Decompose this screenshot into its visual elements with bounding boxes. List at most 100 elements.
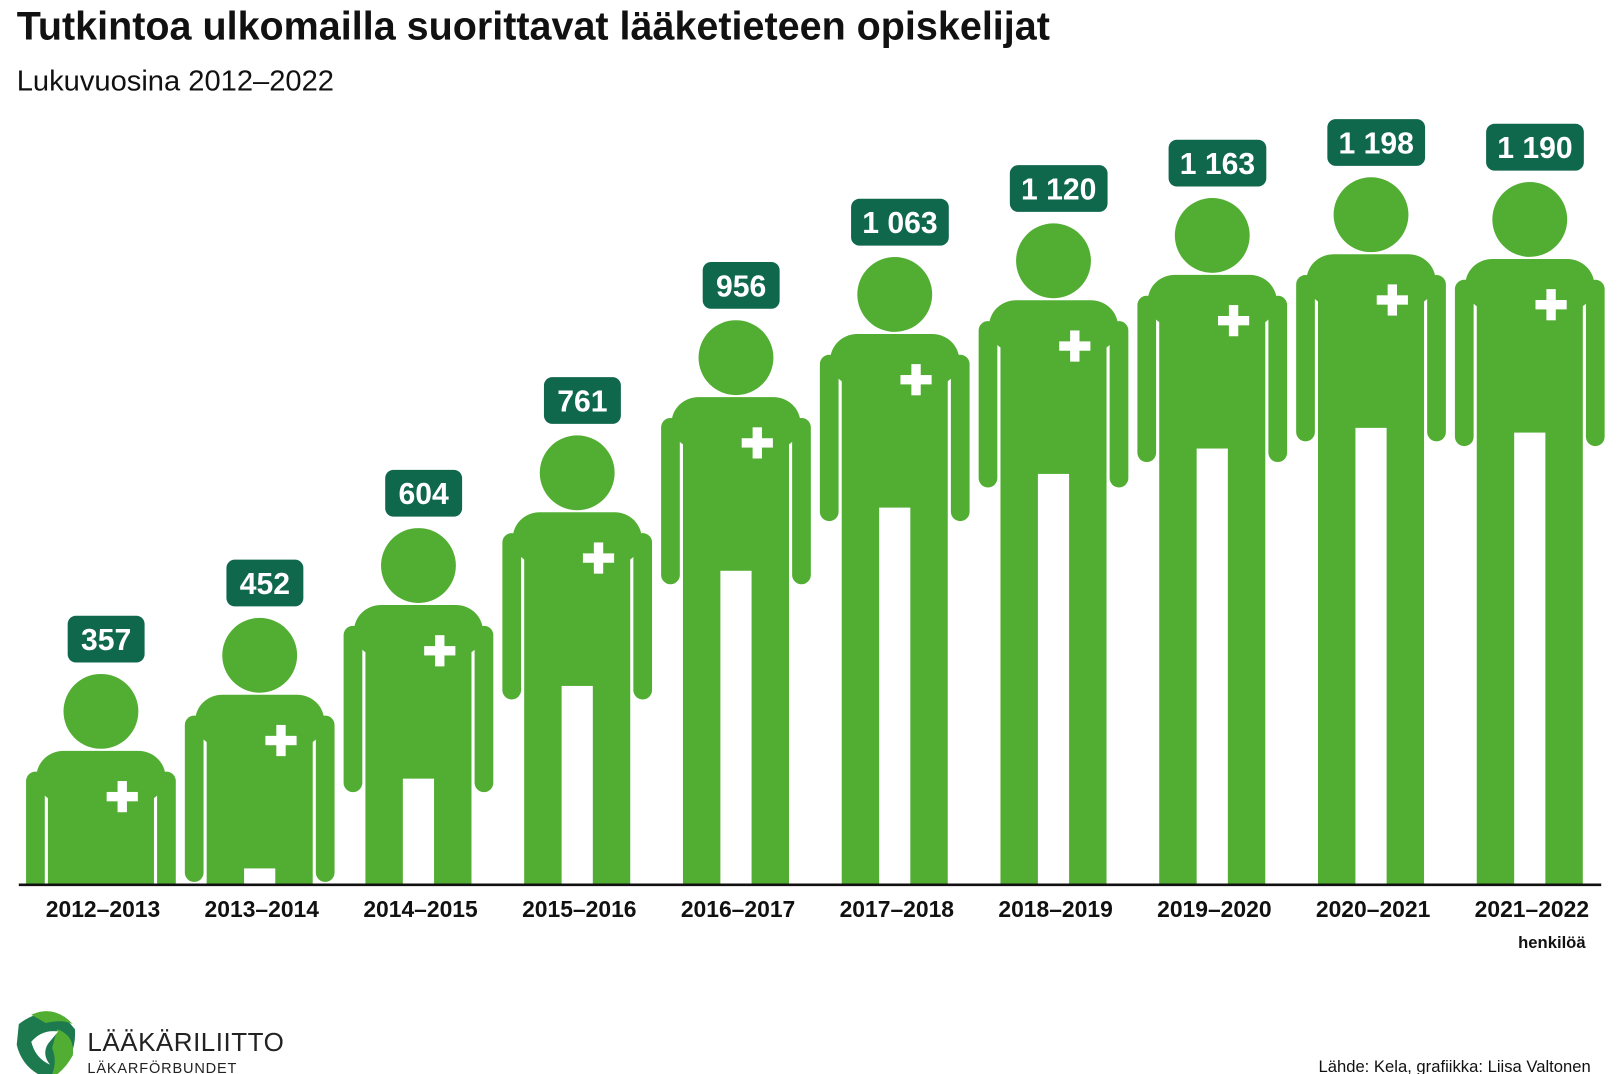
figure-leg-gap (1355, 427, 1387, 885)
figure-head (857, 257, 933, 332)
figure-arm (1427, 275, 1446, 442)
figure-arm (1585, 279, 1605, 447)
figures: 357 452 604 761 956 1 063 1 120 1 163 1 198 1 190 (26, 119, 1605, 885)
figure-arm (315, 715, 335, 882)
x-tick-label: 2014–2015 (363, 896, 478, 922)
logo-subname: LÄKARFÖRBUNDET (87, 1059, 237, 1074)
figure-arm (661, 417, 680, 585)
source-note: Lähde: Kela, grafiikka: Liisa Valtonen (1318, 1057, 1590, 1074)
person-figure (26, 673, 176, 885)
cross-icon (106, 791, 138, 802)
x-tick-label: 2018–2019 (998, 896, 1112, 922)
figure-head (698, 320, 774, 396)
logo-name: LÄÄKÄRILIITTO (87, 1027, 284, 1057)
figure-leg-gap (1037, 473, 1070, 885)
x-tick-label: 2015–2016 (522, 896, 636, 922)
figure-arm (950, 354, 970, 522)
figure-head (1174, 197, 1250, 273)
figure-torso (206, 705, 313, 885)
value-label: 956 (716, 270, 766, 303)
cross-icon (424, 646, 456, 656)
chart-subtitle: Lukuvuosina 2012–2022 (17, 65, 334, 97)
person-figure (184, 617, 335, 885)
x-tick-label: 2020–2021 (1316, 896, 1431, 922)
chart-title: Tutkintoa ulkomailla suorittavat lääketi… (17, 5, 1050, 49)
figure-arm (1137, 295, 1157, 463)
figure-head (1016, 223, 1091, 299)
value-badge (1486, 123, 1584, 171)
x-tick-label: 2021–2022 (1475, 896, 1589, 922)
value-label: 1 198 (1338, 127, 1413, 160)
unit-label: henkilöä (1518, 933, 1586, 952)
x-tick-label: 2013–2014 (205, 896, 320, 922)
figure-arm (633, 533, 653, 700)
figure-arm (1268, 295, 1288, 463)
x-tick-label: 2017–2018 (840, 896, 955, 922)
value-label: 1 120 (1021, 173, 1096, 206)
figure-head (1333, 177, 1409, 253)
value-label: 357 (81, 624, 131, 657)
value-badge (1168, 139, 1267, 187)
person-figure (343, 528, 494, 885)
figure-torso (47, 761, 154, 885)
x-tick-label: 2016–2017 (681, 896, 795, 922)
figure-leg-gap (244, 868, 276, 885)
value-badge (543, 377, 621, 424)
figure-leg-gap (402, 778, 435, 885)
value-badge (1327, 119, 1426, 166)
value-badge (851, 198, 949, 246)
cross-icon (900, 375, 932, 385)
value-label: 761 (557, 385, 607, 418)
logo-emblem-icon (16, 1011, 76, 1074)
figure-leg-gap (1514, 432, 1546, 885)
person-figure (1454, 182, 1605, 885)
figure-arm (343, 625, 363, 793)
figure-leg-gap (1196, 448, 1228, 885)
value-label: 604 (399, 478, 450, 511)
value-badge (67, 615, 145, 663)
figure-head (222, 617, 298, 693)
value-badge (385, 469, 463, 517)
figure-head (539, 435, 615, 511)
cross-icon (1217, 315, 1250, 326)
cross-icon (265, 735, 297, 746)
cross-icon (1059, 341, 1091, 351)
figure-arm (26, 771, 45, 885)
figure-arm (819, 354, 839, 522)
figure-arm (978, 321, 998, 488)
figure-arm (184, 715, 204, 882)
value-label: 452 (240, 568, 290, 601)
cross-icon (582, 553, 615, 563)
cross-icon (1376, 295, 1408, 305)
value-badge (226, 559, 304, 607)
x-tick-label: 2012–2013 (46, 896, 160, 922)
figure-leg-gap (879, 507, 911, 885)
figure-head (1492, 182, 1568, 257)
cross-icon (1535, 300, 1567, 310)
person-figure (1296, 177, 1446, 885)
figure-head (63, 673, 139, 749)
person-figure (1137, 197, 1288, 885)
figure-arm (157, 771, 176, 885)
cross-icon (741, 438, 773, 448)
person-figure (819, 257, 970, 885)
figure-arm (474, 625, 494, 793)
value-badge (1009, 165, 1108, 212)
person-figure (661, 320, 811, 885)
person-figure (502, 435, 653, 885)
value-label: 1 190 (1497, 132, 1572, 165)
x-labels: 2012–2013 2013–2014 2014–2015 2015–2016 2016… (46, 896, 1589, 922)
person-figure (978, 223, 1129, 885)
value-label: 1 063 (862, 207, 937, 240)
figure-arm (1454, 279, 1474, 447)
value-label: 1 163 (1180, 148, 1255, 181)
figure-arm (502, 533, 522, 700)
figure-head (381, 528, 456, 603)
value-badge (702, 261, 780, 309)
figure-leg-gap (720, 570, 752, 885)
figure-arm (792, 417, 811, 585)
figure-leg-gap (561, 685, 593, 885)
x-tick-label: 2019–2020 (1157, 896, 1271, 922)
figure-arm (1109, 321, 1129, 488)
